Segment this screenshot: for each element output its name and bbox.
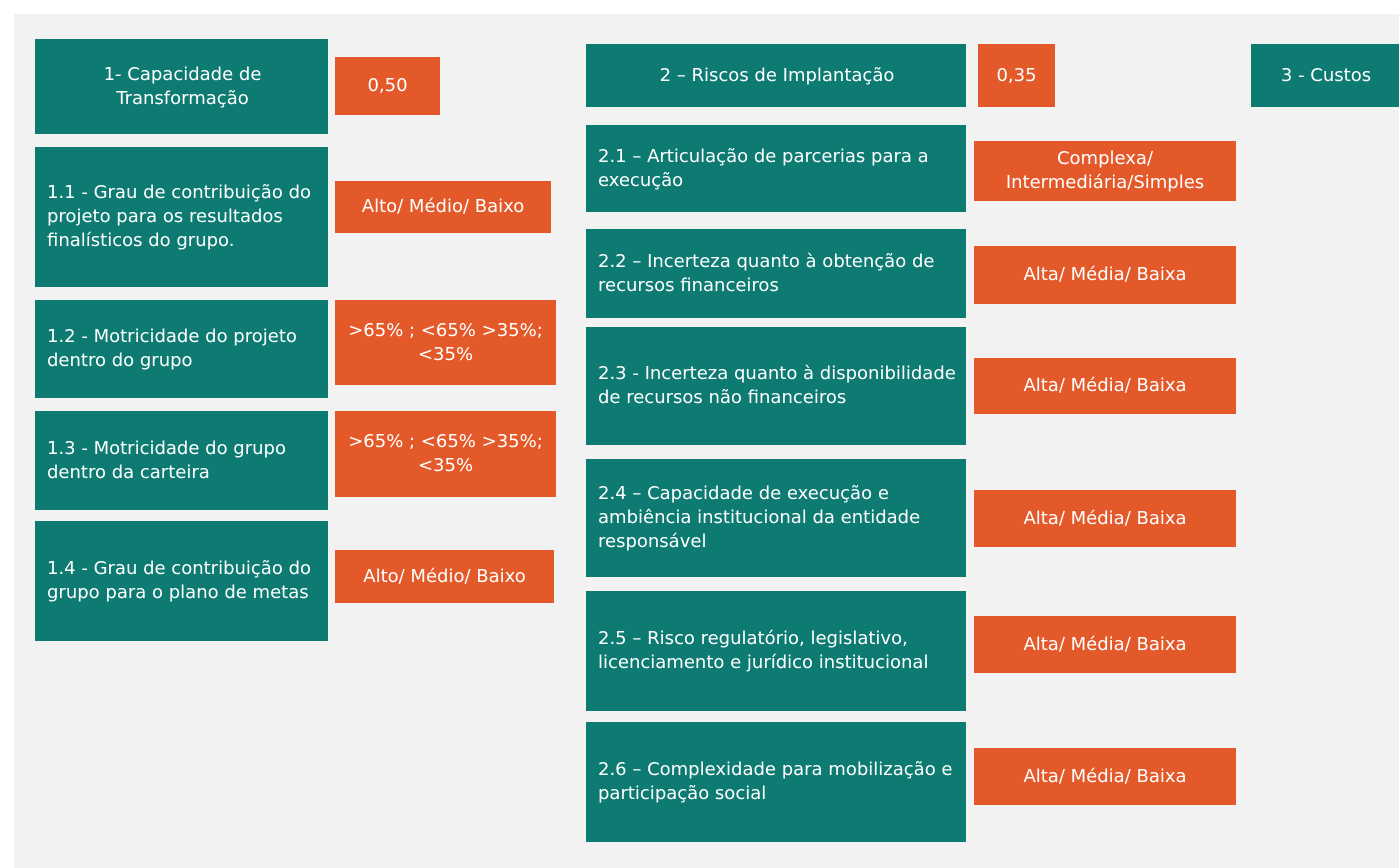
- criterion-label: 1.2 - Motricidade do projeto dentro do g…: [35, 300, 328, 398]
- criterion-scale: >65% ; <65% >35%; <35%: [335, 411, 556, 497]
- group-title: 3 - Custos: [1251, 44, 1399, 107]
- criterion-scale: Alto/ Médio/ Baixo: [335, 550, 554, 603]
- criterion-scale: >65% ; <65% >35%; <35%: [335, 300, 556, 385]
- criterion-scale: Complexa/ Intermediária/Simples: [974, 141, 1236, 201]
- group-weight: 0,35: [978, 44, 1055, 107]
- criterion-label: 1.4 - Grau de contribuição do grupo para…: [35, 521, 328, 641]
- criterion-scale: Alta/ Média/ Baixa: [974, 490, 1236, 547]
- criterion-label: 2.3 - Incerteza quanto à disponibilidade…: [586, 327, 966, 445]
- group-weight: 0,50: [335, 57, 440, 115]
- criterion-label: 2.1 – Articulação de parcerias para a ex…: [586, 125, 966, 212]
- criterion-label: 2.5 – Risco regulatório, legislativo, li…: [586, 591, 966, 711]
- group-title: 2 – Riscos de Implantação: [586, 44, 966, 107]
- criterion-scale: Alta/ Média/ Baixa: [974, 616, 1236, 673]
- criterion-label: 2.2 – Incerteza quanto à obtenção de rec…: [586, 229, 966, 318]
- criterion-scale: Alto/ Médio/ Baixo: [335, 181, 551, 233]
- criterion-label: 2.4 – Capacidade de execução e ambiência…: [586, 459, 966, 577]
- criterion-scale: Alta/ Média/ Baixa: [974, 748, 1236, 805]
- criterion-label: 1.1 - Grau de contribuição do projeto pa…: [35, 147, 328, 287]
- criterion-label: 1.3 - Motricidade do grupo dentro da car…: [35, 411, 328, 510]
- criterion-scale: Alta/ Média/ Baixa: [974, 358, 1236, 414]
- group-title: 1- Capacidade de Transformação: [35, 39, 328, 134]
- criterion-scale: Alta/ Média/ Baixa: [974, 246, 1236, 304]
- criterion-label: 2.6 – Complexidade para mobilização e pa…: [586, 722, 966, 842]
